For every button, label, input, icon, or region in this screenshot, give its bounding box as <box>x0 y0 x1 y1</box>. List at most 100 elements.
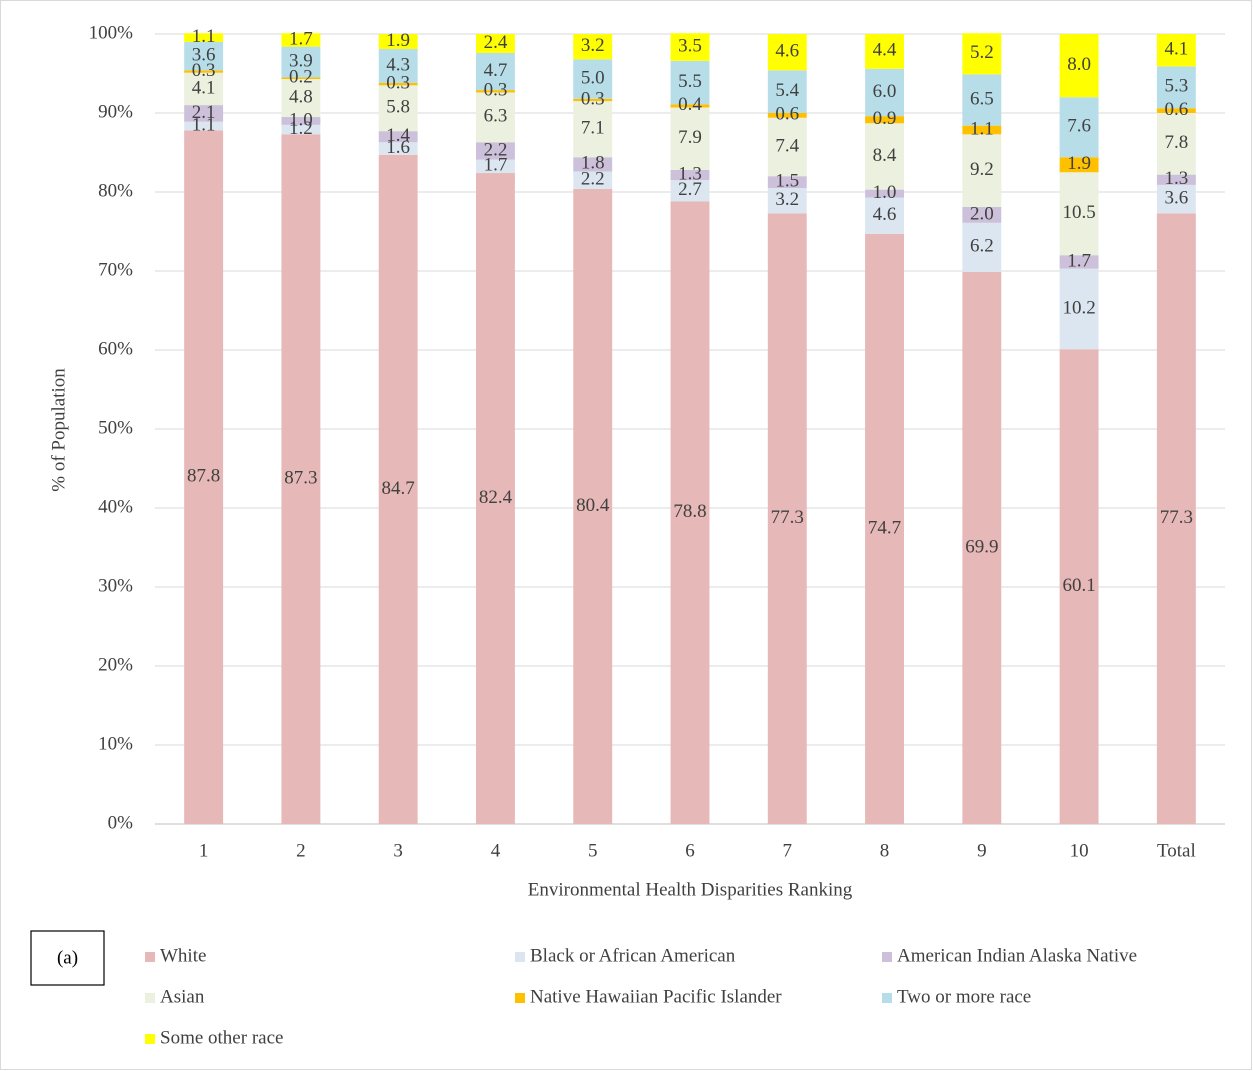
bar-segment <box>378 142 418 155</box>
data-label: 6.3 <box>484 106 508 127</box>
bar-segment <box>184 41 224 71</box>
data-label: 74.7 <box>868 517 901 538</box>
bar-segment <box>1156 108 1196 113</box>
legend-swatch <box>515 993 525 1003</box>
data-label: 9.2 <box>970 159 994 180</box>
legend-label: Black or African American <box>530 945 736 966</box>
bar-segment <box>476 159 515 174</box>
data-label: 5.0 <box>581 67 605 88</box>
data-label: 0.3 <box>386 73 410 94</box>
bar-segment <box>962 207 1002 223</box>
bar-segment <box>378 82 418 86</box>
bar-segment <box>184 130 224 824</box>
data-label: 7.8 <box>1164 132 1188 153</box>
bar-segment <box>670 180 710 202</box>
legend-label: Native Hawaiian Pacific Islander <box>530 986 782 1007</box>
data-label: 0.6 <box>1164 99 1188 120</box>
bar-segment <box>865 123 904 190</box>
data-label: 2.2 <box>581 169 605 190</box>
data-label: 87.8 <box>187 466 220 487</box>
data-label: 1.9 <box>1067 153 1091 174</box>
bar-segment <box>962 134 1002 208</box>
bar-segment <box>281 33 321 47</box>
data-label: 7.6 <box>1067 116 1091 137</box>
data-label: 1.1 <box>970 118 994 139</box>
data-label: 3.2 <box>775 189 799 210</box>
bar-segment <box>1059 172 1099 256</box>
bar-segment <box>670 33 710 61</box>
data-label: 0.3 <box>192 60 216 81</box>
bar-segment <box>184 33 224 42</box>
data-label: 1.7 <box>484 155 508 176</box>
y-tick-label: 30% <box>98 575 133 596</box>
bar-segment <box>962 125 1002 135</box>
bar-segment <box>476 142 515 160</box>
bar-segment <box>670 60 710 105</box>
data-label: 1.4 <box>386 125 410 146</box>
bar-segment <box>865 34 904 69</box>
bar-segment <box>476 34 515 53</box>
data-label: 4.8 <box>289 86 313 107</box>
x-tick-label: 10 <box>1070 840 1089 861</box>
x-tick-label: 3 <box>393 840 403 861</box>
bar-segment <box>962 33 1002 75</box>
bar-segment <box>281 134 321 824</box>
bar-segment <box>573 188 613 825</box>
data-label: 3.5 <box>678 35 702 56</box>
bar-segment <box>1156 184 1196 214</box>
data-label: 1.6 <box>386 137 410 158</box>
bar-segment <box>767 117 807 177</box>
data-label: 6.5 <box>970 88 994 109</box>
data-label: 7.1 <box>581 118 605 139</box>
data-label: 4.6 <box>873 204 897 225</box>
bar-segment <box>865 197 904 234</box>
data-label: 8.0 <box>1067 54 1091 75</box>
data-label: 10.5 <box>1062 202 1095 223</box>
data-label: 0.3 <box>484 80 508 101</box>
bar-segment <box>573 59 613 99</box>
y-tick-label: 40% <box>98 496 133 517</box>
bar-segment <box>767 176 807 189</box>
y-tick-label: 0% <box>108 812 134 833</box>
bar-segment <box>767 113 807 118</box>
data-label: 5.5 <box>678 71 702 92</box>
bar-segment <box>1059 157 1099 173</box>
bar-segment <box>573 101 613 158</box>
bar-segment <box>865 68 904 117</box>
legend-swatch <box>145 1034 155 1044</box>
bar-segment <box>573 157 613 172</box>
bar-segment <box>962 222 1002 272</box>
bar-segment <box>670 107 710 170</box>
legend-swatch <box>515 952 525 962</box>
data-label: 2.0 <box>970 203 994 224</box>
bar-segment <box>670 201 710 825</box>
data-label: 1.3 <box>1164 168 1188 189</box>
bar-segment <box>281 124 321 135</box>
x-axis-label: Environmental Health Disparities Ranking <box>528 879 853 900</box>
data-label: 4.7 <box>484 60 508 81</box>
bar-segment <box>281 116 321 125</box>
bar-segment <box>184 121 224 131</box>
legend-swatch <box>882 952 892 962</box>
data-label: 5.2 <box>970 42 994 63</box>
bar-segment <box>281 79 321 117</box>
bar-segment <box>573 171 613 189</box>
data-label: 6.2 <box>970 236 994 257</box>
data-label: 4.4 <box>873 40 897 61</box>
data-label: 1.0 <box>873 182 897 203</box>
legend-label: Some other race <box>160 1027 283 1048</box>
data-label: 4.6 <box>775 41 799 62</box>
y-tick-label: 50% <box>98 417 133 438</box>
bar-segment <box>1059 97 1099 158</box>
data-label: 77.3 <box>1160 507 1193 528</box>
x-tick-label: 1 <box>199 840 209 861</box>
data-label: 2.1 <box>192 102 216 123</box>
data-label: 84.7 <box>382 478 415 499</box>
bar-segment <box>184 70 224 73</box>
x-tick-label: 7 <box>783 840 793 861</box>
bar-segment <box>767 213 807 824</box>
bar-segment <box>573 34 613 60</box>
data-label: 1.2 <box>289 118 313 139</box>
data-label: 1.5 <box>775 170 799 191</box>
